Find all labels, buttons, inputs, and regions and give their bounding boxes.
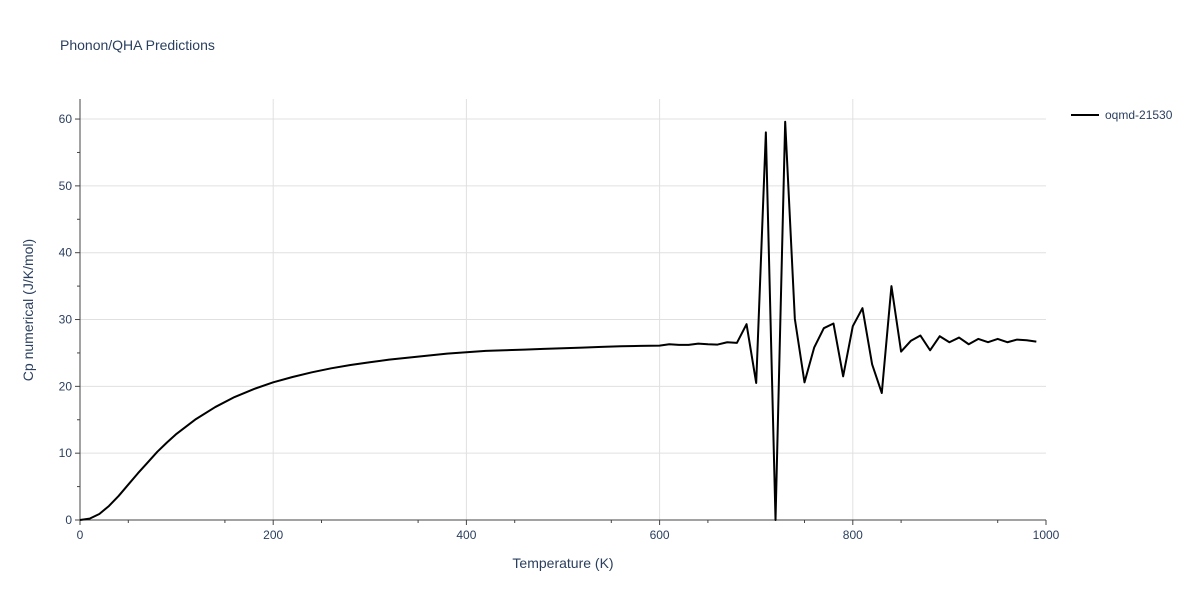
x-tick-label: 600: [650, 528, 670, 542]
grid-lines: [80, 99, 1046, 520]
x-tick-label: 800: [843, 528, 863, 542]
legend-label: oqmd-21530: [1105, 108, 1173, 122]
x-axis-title: Temperature (K): [512, 555, 613, 571]
series-layer: [79, 120, 1037, 521]
x-tick-label: 400: [456, 528, 476, 542]
chart-title: Phonon/QHA Predictions: [60, 37, 215, 53]
y-tick-label: 40: [59, 246, 73, 260]
x-tick-label: 1000: [1033, 528, 1060, 542]
axes: 0 200 400 600 800 1000 0 10 20 30 40 50 60: [59, 99, 1060, 542]
x-tick-label: 0: [77, 528, 84, 542]
x-tick-label: 200: [263, 528, 283, 542]
y-tick-label: 10: [59, 446, 73, 460]
y-axis-title: Cp numerical (J/K/mol): [20, 239, 36, 381]
y-tick-label: 50: [59, 179, 73, 193]
legend[interactable]: oqmd-21530: [1071, 108, 1173, 122]
y-tick-label: 0: [65, 513, 72, 527]
y-tick-label: 20: [59, 379, 73, 393]
y-tick-label: 30: [59, 313, 73, 327]
series-line[interactable]: [79, 120, 1037, 521]
y-tick-label: 60: [59, 112, 73, 126]
